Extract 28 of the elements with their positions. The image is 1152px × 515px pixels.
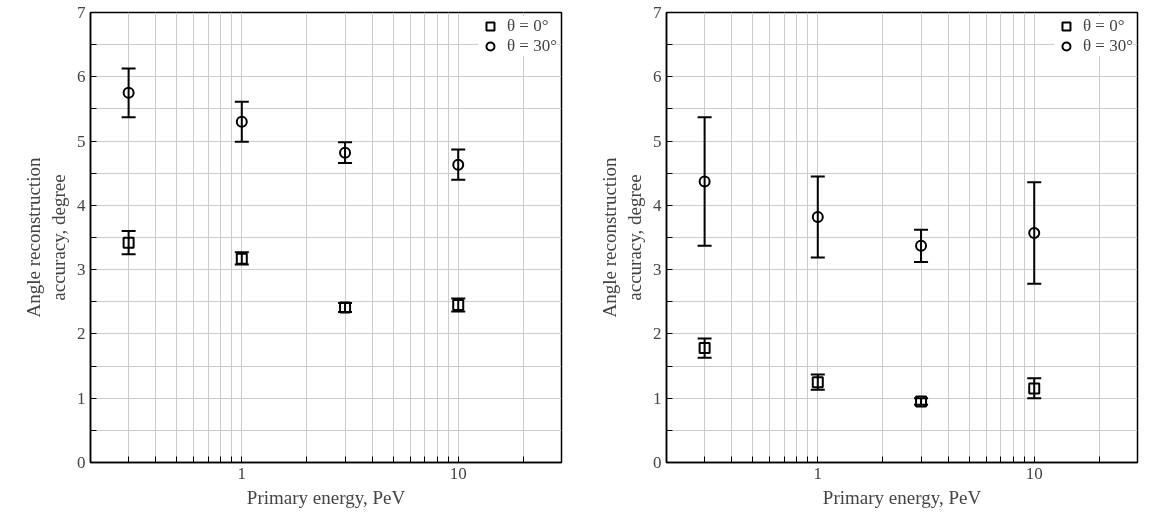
- legend-label: θ = 30°: [506, 36, 557, 56]
- y-tick-label: 7: [653, 3, 662, 22]
- y-tick-label: 6: [653, 67, 662, 87]
- legend-label: θ = 0°: [506, 16, 549, 36]
- y-tick-label: 0: [653, 453, 662, 472]
- y-tick-label: 4: [653, 195, 662, 215]
- y-tick-label: 2: [653, 324, 662, 344]
- x-tick-label: 10: [449, 463, 467, 483]
- y-tick-label: 0: [77, 453, 86, 472]
- x-tick-label: 1: [237, 463, 247, 483]
- x-tick-label: 10: [1025, 463, 1043, 483]
- y-tick-label: 3: [77, 260, 86, 280]
- y-axis-title: Angle reconstruction accuracy, degree: [598, 157, 645, 318]
- x-axis-title: Primary energy, PeV: [246, 486, 406, 508]
- y-tick-label: 7: [77, 3, 86, 22]
- y-tick-label: 6: [77, 67, 86, 87]
- x-axis-title: Primary energy, PeV: [822, 486, 982, 508]
- x-tick-label: 1: [813, 463, 823, 483]
- legend-label: θ = 30°: [1082, 36, 1133, 56]
- y-tick-label: 2: [77, 324, 86, 344]
- legend-label: θ = 0°: [1082, 16, 1125, 36]
- y-axis-title: Angle reconstruction accuracy, degree: [22, 157, 69, 318]
- y-tick-label: 3: [653, 260, 662, 280]
- y-tick-label: 5: [653, 131, 662, 151]
- y-tick-label: 4: [77, 195, 86, 215]
- y-tick-label: 1: [77, 388, 86, 408]
- y-tick-label: 5: [77, 131, 86, 151]
- y-tick-label: 1: [653, 388, 662, 408]
